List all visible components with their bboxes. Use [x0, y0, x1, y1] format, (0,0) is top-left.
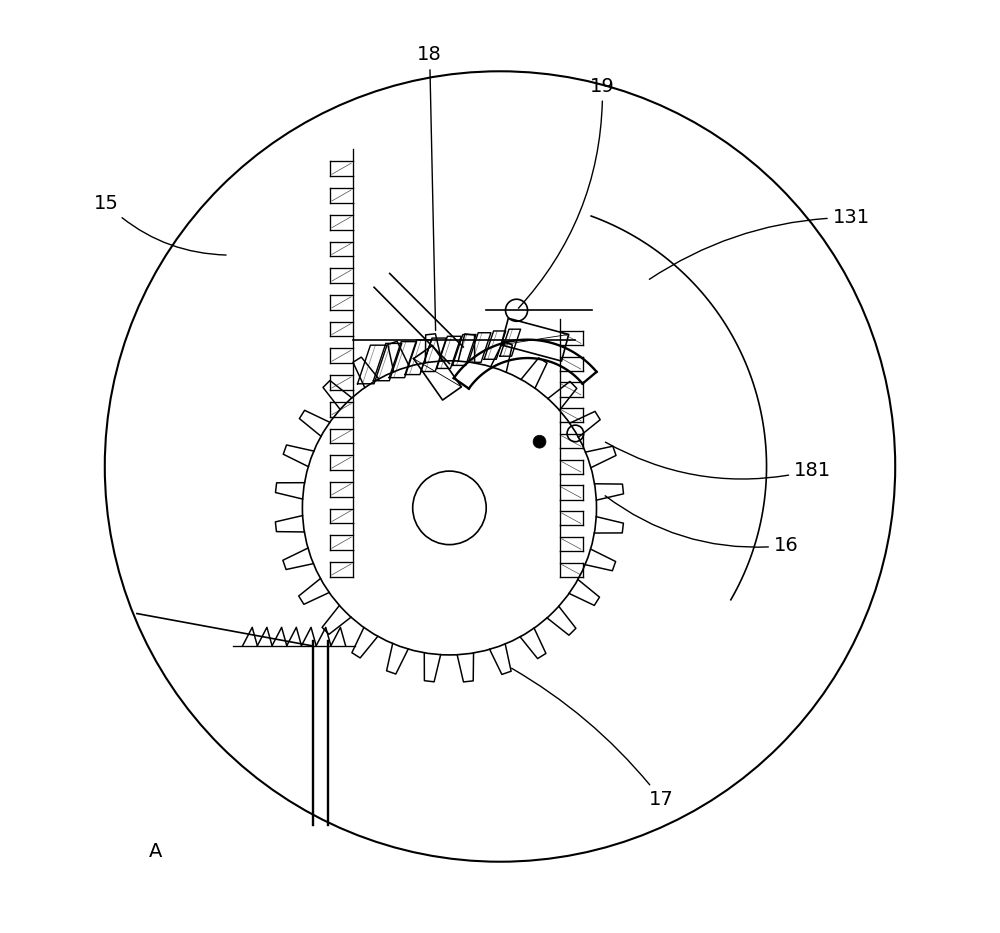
Text: 18: 18 — [417, 46, 442, 330]
Text: 15: 15 — [94, 194, 226, 255]
Text: 16: 16 — [605, 495, 799, 555]
Circle shape — [533, 436, 546, 448]
Text: 181: 181 — [605, 442, 831, 480]
Text: A: A — [149, 842, 162, 861]
Text: 17: 17 — [512, 668, 674, 809]
Text: 19: 19 — [518, 77, 615, 308]
Text: 131: 131 — [649, 208, 870, 279]
